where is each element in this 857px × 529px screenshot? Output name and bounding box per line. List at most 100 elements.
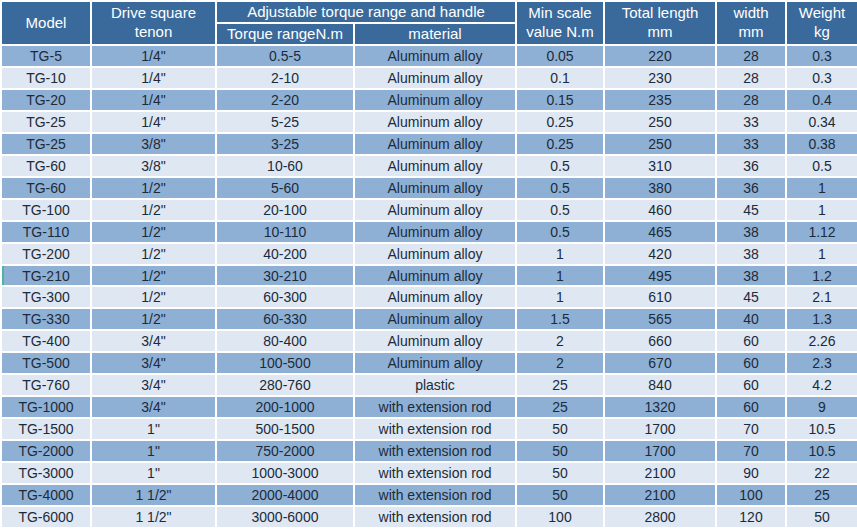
cell-min-scale: 0.05 — [516, 45, 604, 67]
cell-width: 28 — [716, 45, 786, 67]
cell-total-length: 220 — [604, 45, 716, 67]
cell-drive-square-tenon: 1/2" — [91, 177, 216, 199]
col-header-weight: Weight kg — [786, 1, 857, 45]
cell-model: TG-4000 — [1, 484, 91, 506]
table-row: TG-1101/2"10-110Aluminum alloy0.5465381.… — [1, 221, 857, 243]
cell-total-length: 465 — [604, 221, 716, 243]
cell-drive-square-tenon: 1" — [91, 418, 216, 440]
cell-torque-range: 40-200 — [216, 243, 354, 265]
table-row: TG-601/2"5-60Aluminum alloy0.5380361 — [1, 177, 857, 199]
cell-weight: 0.3 — [786, 67, 857, 89]
cell-width: 60 — [716, 374, 786, 396]
cell-weight: 0.38 — [786, 133, 857, 155]
cell-torque-range: 1000-3000 — [216, 462, 354, 484]
cell-total-length: 380 — [604, 177, 716, 199]
cell-torque-range: 60-300 — [216, 286, 354, 308]
cell-drive-square-tenon: 3/4" — [91, 330, 216, 352]
cell-weight: 1.3 — [786, 308, 857, 330]
cell-weight: 2.26 — [786, 330, 857, 352]
cell-weight: 10.5 — [786, 418, 857, 440]
col-header-width-line2: mm — [719, 23, 783, 42]
cell-width: 36 — [716, 155, 786, 177]
cell-torque-range: 2-20 — [216, 89, 354, 111]
cell-model: TG-60 — [1, 155, 91, 177]
cell-torque-range: 20-100 — [216, 199, 354, 221]
cell-model: TG-5 — [1, 45, 91, 67]
cell-material: Aluminum alloy — [354, 352, 516, 374]
cell-torque-range: 0.5-5 — [216, 45, 354, 67]
cell-drive-square-tenon: 3/4" — [91, 396, 216, 418]
col-header-total-length-line2: mm — [607, 23, 713, 42]
cell-model: TG-6000 — [1, 506, 91, 528]
col-header-min-scale-line2: value N.m — [519, 23, 601, 42]
table-body: TG-51/4"0.5-5Aluminum alloy0.05220280.3T… — [1, 45, 857, 528]
header-row-1: Model Drive square tenon Adjustable torq… — [1, 1, 857, 23]
cell-drive-square-tenon: 1/2" — [91, 308, 216, 330]
cell-material: Aluminum alloy — [354, 89, 516, 111]
col-header-min-scale: Min scale value N.m — [516, 1, 604, 45]
cell-material: Aluminum alloy — [354, 111, 516, 133]
cell-width: 45 — [716, 199, 786, 221]
cell-min-scale: 50 — [516, 462, 604, 484]
cell-total-length: 840 — [604, 374, 716, 396]
cell-drive-square-tenon: 3/4" — [91, 374, 216, 396]
cell-model: TG-330 — [1, 308, 91, 330]
cell-min-scale: 1.5 — [516, 308, 604, 330]
cell-min-scale: 50 — [516, 418, 604, 440]
cell-material: with extension rod — [354, 396, 516, 418]
cell-weight: 0.4 — [786, 89, 857, 111]
cell-model: TG-100 — [1, 199, 91, 221]
cell-torque-range: 280-760 — [216, 374, 354, 396]
cell-model: TG-760 — [1, 374, 91, 396]
table-row: TG-3301/2"60-330Aluminum alloy1.5565401.… — [1, 308, 857, 330]
cell-drive-square-tenon: 1/2" — [91, 199, 216, 221]
cell-total-length: 610 — [604, 286, 716, 308]
cell-total-length: 2800 — [604, 506, 716, 528]
table-row: TG-40001 1/2"2000-4000with extension rod… — [1, 484, 857, 506]
cell-drive-square-tenon: 1 1/2" — [91, 506, 216, 528]
cell-model: TG-110 — [1, 221, 91, 243]
cell-min-scale: 1 — [516, 243, 604, 265]
cell-model: TG-1000 — [1, 396, 91, 418]
cell-min-scale: 0.25 — [516, 133, 604, 155]
col-header-torque-range: Torque rangeN.m — [216, 23, 354, 45]
cell-material: Aluminum alloy — [354, 286, 516, 308]
col-header-material: material — [354, 23, 516, 45]
cell-min-scale: 2 — [516, 352, 604, 374]
cell-total-length: 460 — [604, 199, 716, 221]
cell-material: Aluminum alloy — [354, 199, 516, 221]
cell-weight: 1 — [786, 243, 857, 265]
cell-torque-range: 750-2000 — [216, 440, 354, 462]
table-row: TG-10003/4"200-1000with extension rod251… — [1, 396, 857, 418]
cell-material: with extension rod — [354, 440, 516, 462]
cell-drive-square-tenon: 3/8" — [91, 133, 216, 155]
cell-torque-range: 2000-4000 — [216, 484, 354, 506]
cell-total-length: 565 — [604, 308, 716, 330]
table-row: TG-20001"750-2000with extension rod50170… — [1, 440, 857, 462]
cell-material: plastic — [354, 374, 516, 396]
cell-total-length: 1700 — [604, 440, 716, 462]
cell-weight: 0.3 — [786, 45, 857, 67]
cell-total-length: 250 — [604, 111, 716, 133]
table-row: TG-4003/4"80-400Aluminum alloy2660602.26 — [1, 330, 857, 352]
cell-total-length: 310 — [604, 155, 716, 177]
cell-model: TG-200 — [1, 243, 91, 265]
cell-material: with extension rod — [354, 484, 516, 506]
cell-width: 28 — [716, 67, 786, 89]
cell-material: Aluminum alloy — [354, 155, 516, 177]
cell-torque-range: 5-25 — [216, 111, 354, 133]
table-row: TG-3001/2"60-300Aluminum alloy1610452.1 — [1, 286, 857, 308]
cell-width: 70 — [716, 418, 786, 440]
cell-drive-square-tenon: 1/2" — [91, 243, 216, 265]
col-header-drive-square-tenon-line2: tenon — [94, 23, 213, 42]
cell-width: 120 — [716, 506, 786, 528]
cell-width: 28 — [716, 89, 786, 111]
col-header-width: width mm — [716, 1, 786, 45]
cell-model: TG-1500 — [1, 418, 91, 440]
cell-total-length: 2100 — [604, 462, 716, 484]
table-row: TG-251/4"5-25Aluminum alloy0.25250330.34 — [1, 111, 857, 133]
cell-material: with extension rod — [354, 506, 516, 528]
col-header-model: Model — [1, 1, 91, 45]
cell-weight: 0.34 — [786, 111, 857, 133]
row-accent-mark — [1, 265, 4, 287]
